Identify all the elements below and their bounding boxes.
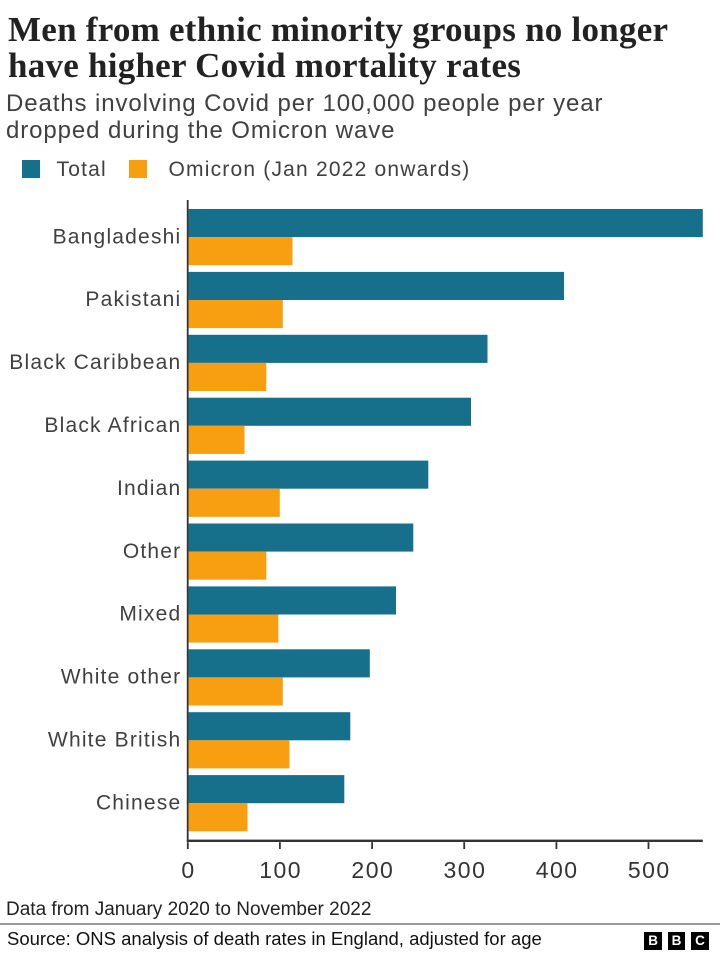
svg-text:Other: Other — [123, 540, 182, 563]
svg-text:Chinese: Chinese — [96, 791, 181, 814]
svg-text:0: 0 — [181, 857, 195, 883]
svg-text:100: 100 — [259, 857, 302, 883]
svg-text:White British: White British — [48, 729, 181, 752]
svg-text:300: 300 — [444, 857, 487, 883]
svg-text:500: 500 — [628, 857, 671, 883]
svg-text:400: 400 — [536, 857, 579, 883]
svg-text:Black African: Black African — [44, 414, 181, 437]
svg-text:Bangladeshi: Bangladeshi — [53, 225, 182, 248]
svg-text:200: 200 — [351, 857, 394, 883]
svg-text:White other: White other — [61, 666, 182, 689]
svg-text:Mixed: Mixed — [119, 603, 181, 626]
svg-text:Black Caribbean: Black Caribbean — [9, 351, 181, 374]
svg-text:Indian: Indian — [117, 477, 181, 500]
svg-text:Pakistani: Pakistani — [85, 288, 181, 311]
